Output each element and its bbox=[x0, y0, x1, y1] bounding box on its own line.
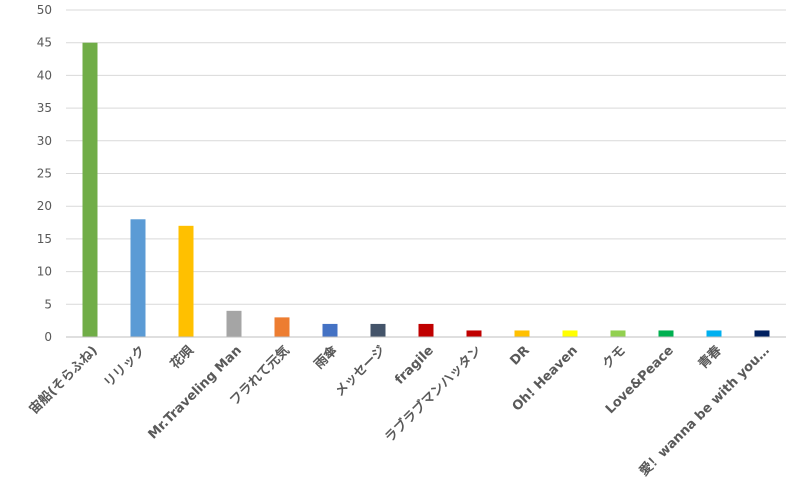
bar bbox=[82, 42, 98, 337]
bar bbox=[754, 330, 770, 337]
bar bbox=[178, 225, 194, 337]
bar bbox=[466, 330, 482, 337]
x-category-label: 花唄 bbox=[167, 343, 197, 373]
y-tick-label: 35 bbox=[37, 101, 52, 115]
x-category-label: クモ bbox=[600, 343, 629, 372]
y-tick-label: 10 bbox=[37, 265, 52, 279]
y-axis-ticks: 0 5 10 15 20 25 30 35 40 45 50 bbox=[37, 3, 52, 344]
y-tick-label: 25 bbox=[37, 167, 52, 181]
bar bbox=[274, 317, 290, 337]
bar bbox=[610, 330, 626, 337]
x-category-label: リリック bbox=[101, 343, 148, 390]
x-category-label: ラブラブマンハッタン bbox=[382, 343, 485, 446]
x-category-label: 青春 bbox=[695, 342, 725, 372]
y-tick-label: 45 bbox=[37, 36, 52, 50]
bar bbox=[130, 219, 146, 337]
bar bbox=[706, 330, 722, 337]
bar bbox=[658, 330, 674, 337]
y-tick-label: 40 bbox=[37, 68, 52, 82]
x-category-label: 宙船(そらふね) bbox=[26, 343, 101, 418]
bar bbox=[226, 310, 242, 337]
x-category-label: DR bbox=[508, 343, 533, 368]
bar bbox=[418, 323, 434, 337]
bar bbox=[562, 330, 578, 337]
x-category-label: 雨傘 bbox=[311, 342, 341, 372]
bar bbox=[370, 323, 386, 337]
x-category-label: メッセージ bbox=[332, 343, 388, 399]
y-tick-label: 30 bbox=[37, 134, 52, 148]
x-category-label: fragile bbox=[392, 343, 437, 388]
y-tick-label: 0 bbox=[44, 330, 52, 344]
bar bbox=[514, 330, 530, 337]
grid-layer bbox=[66, 9, 786, 305]
x-category-label: Mr.Traveling Man bbox=[146, 343, 245, 442]
bar bbox=[322, 323, 338, 337]
y-tick-label: 20 bbox=[37, 199, 52, 213]
y-tick-label: 15 bbox=[37, 232, 52, 246]
bars bbox=[82, 42, 770, 337]
y-tick-label: 50 bbox=[37, 3, 52, 17]
y-tick-label: 5 bbox=[44, 297, 52, 311]
